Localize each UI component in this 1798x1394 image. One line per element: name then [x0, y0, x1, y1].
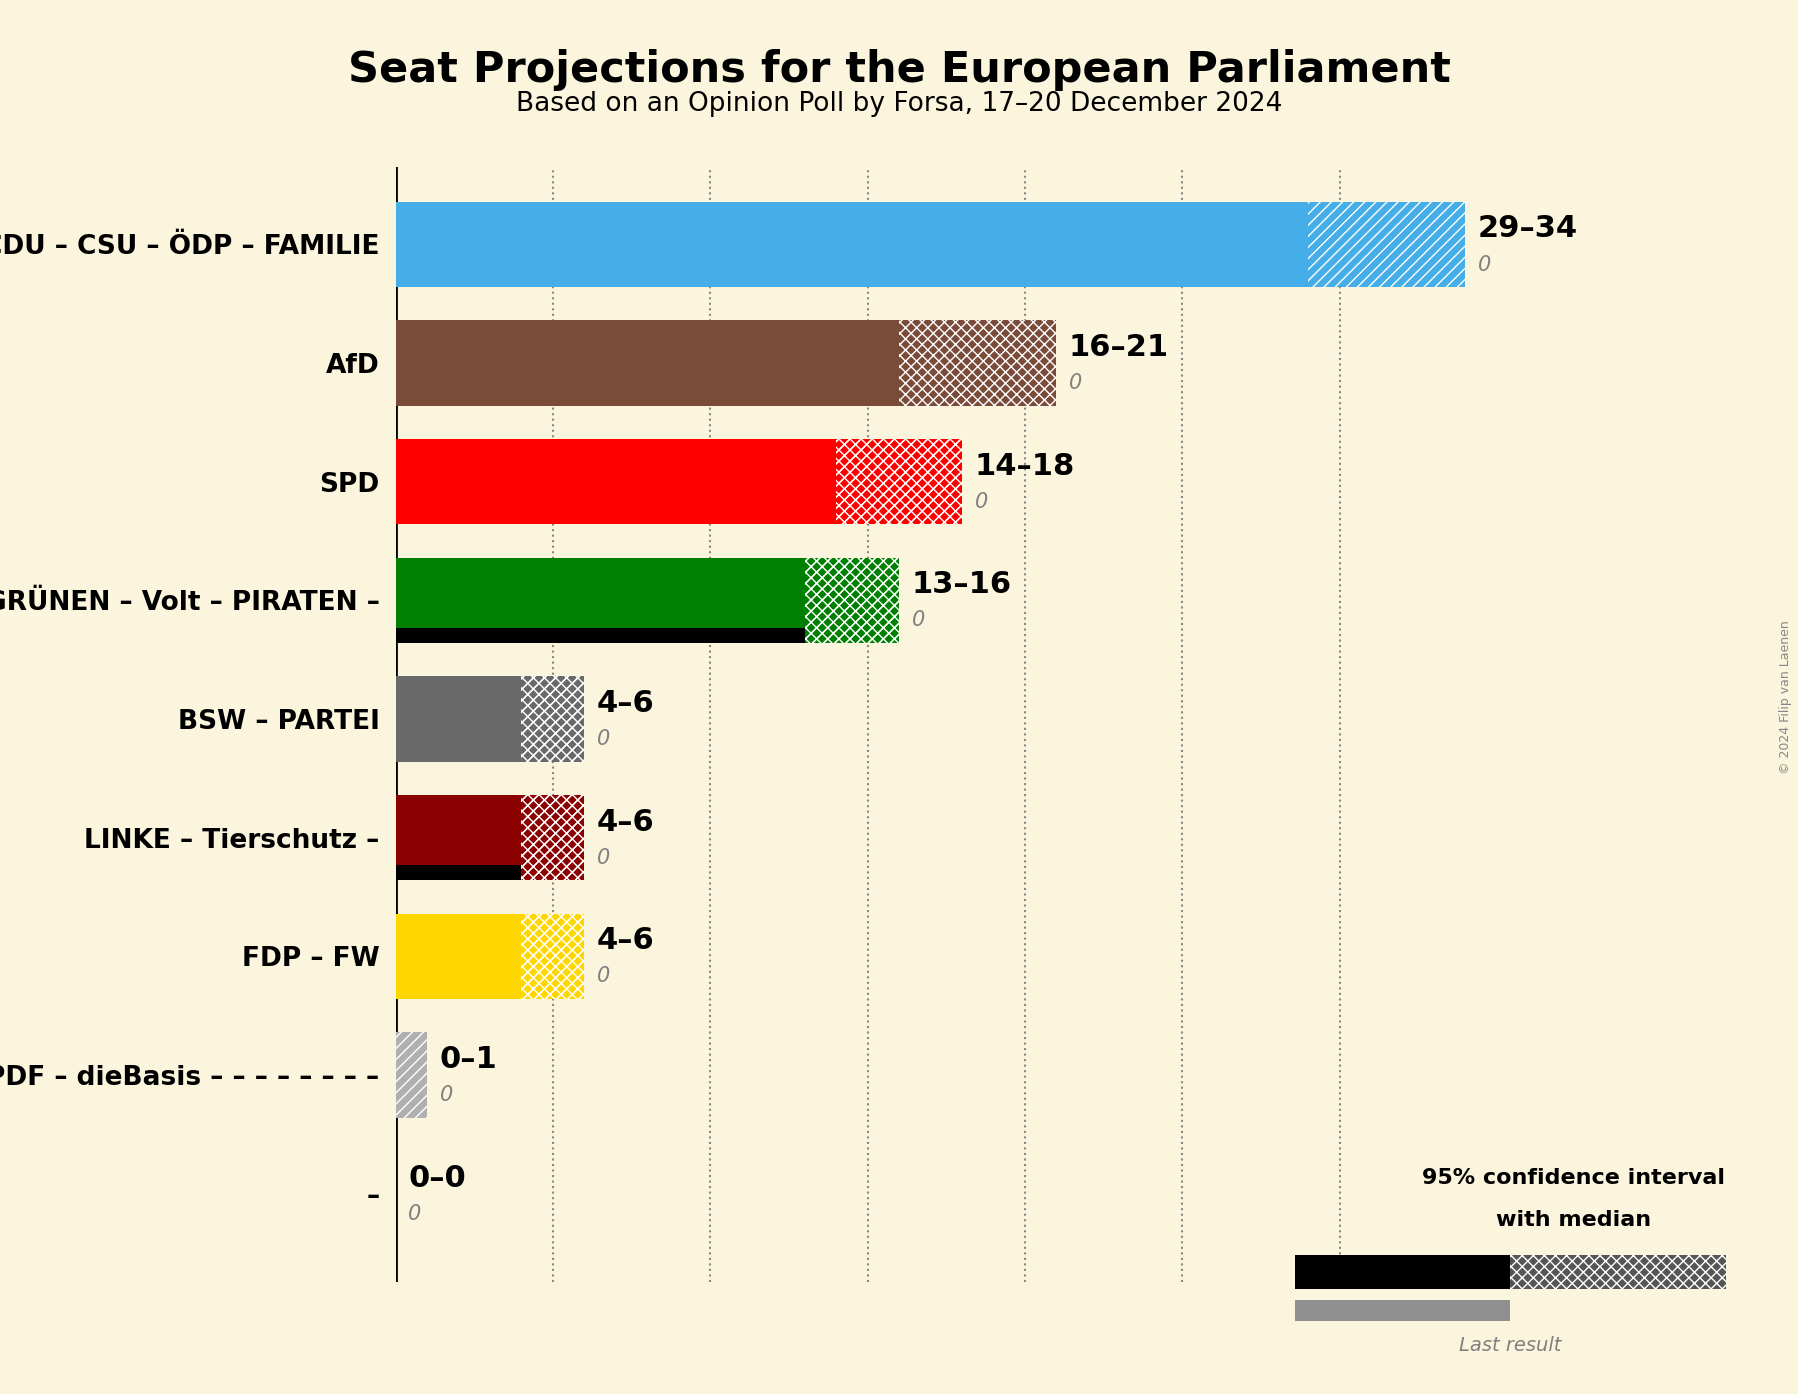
Text: 14–18: 14–18	[975, 452, 1075, 481]
Text: Based on an Opinion Poll by Forsa, 17–20 December 2024: Based on an Opinion Poll by Forsa, 17–20…	[516, 91, 1282, 117]
Bar	[1510, 1255, 1726, 1289]
Bar	[521, 795, 584, 880]
Bar	[396, 864, 521, 880]
Bar	[836, 439, 962, 524]
Bar	[521, 913, 584, 999]
Bar	[1309, 202, 1465, 287]
Bar	[836, 439, 962, 524]
Bar	[521, 913, 584, 999]
Text: 29–34: 29–34	[1478, 215, 1579, 244]
Bar	[1309, 202, 1465, 287]
Bar	[521, 913, 584, 999]
Bar	[806, 558, 899, 643]
Text: 0: 0	[597, 848, 610, 867]
Bar	[1295, 1299, 1510, 1322]
Text: 4–6: 4–6	[597, 807, 654, 836]
Text: 13–16: 13–16	[912, 570, 1012, 599]
Text: 4–6: 4–6	[597, 689, 654, 718]
Text: 0: 0	[597, 729, 610, 749]
Bar	[836, 439, 962, 524]
Bar	[521, 676, 584, 761]
Bar	[396, 202, 1309, 287]
Bar	[806, 558, 899, 643]
Bar	[806, 558, 899, 643]
Text: with median: with median	[1496, 1210, 1651, 1230]
Bar	[521, 795, 584, 880]
Bar	[899, 321, 1057, 406]
Bar	[521, 795, 584, 880]
Bar	[396, 1032, 428, 1118]
Bar	[1295, 1255, 1510, 1289]
Bar	[396, 321, 899, 406]
Bar	[1510, 1255, 1726, 1289]
Text: 4–6: 4–6	[597, 926, 654, 955]
Bar	[396, 439, 836, 524]
Text: 0: 0	[408, 1203, 421, 1224]
Bar	[806, 558, 899, 643]
Text: © 2024 Filip van Laenen: © 2024 Filip van Laenen	[1778, 620, 1793, 774]
Text: Seat Projections for the European Parliament: Seat Projections for the European Parlia…	[347, 49, 1451, 91]
Text: 0: 0	[975, 492, 987, 512]
Bar	[396, 558, 806, 643]
Text: Last result: Last result	[1460, 1337, 1561, 1355]
Bar	[521, 676, 584, 761]
Text: 0: 0	[1068, 374, 1082, 393]
Bar	[521, 676, 584, 761]
Bar	[521, 913, 584, 999]
Text: 0–0: 0–0	[408, 1164, 466, 1193]
Text: 95% confidence interval: 95% confidence interval	[1422, 1168, 1724, 1188]
Bar	[396, 627, 806, 643]
Bar	[521, 795, 584, 880]
Text: 0: 0	[912, 611, 924, 630]
Text: 16–21: 16–21	[1068, 333, 1169, 362]
Text: 0: 0	[1478, 255, 1491, 275]
Bar	[396, 795, 521, 880]
Bar	[836, 439, 962, 524]
Bar	[396, 1032, 428, 1118]
Bar	[396, 676, 521, 761]
Text: 0–1: 0–1	[439, 1046, 498, 1073]
Bar	[899, 321, 1057, 406]
Text: 0: 0	[439, 1085, 453, 1105]
Bar	[521, 676, 584, 761]
Bar	[396, 913, 521, 999]
Text: 0: 0	[597, 966, 610, 987]
